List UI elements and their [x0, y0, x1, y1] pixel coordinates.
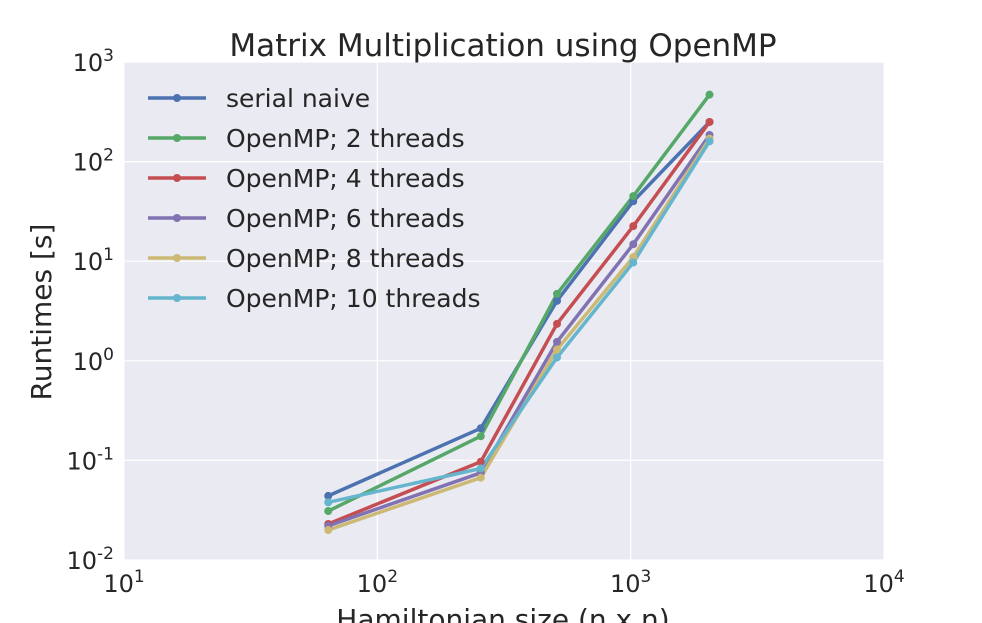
y-tick-label: 103 — [73, 46, 114, 77]
y-tick-label: 10-2 — [67, 544, 115, 575]
x-tick-label: 104 — [863, 567, 904, 598]
y-tick-base: 10 — [73, 248, 104, 276]
data-point — [476, 432, 485, 441]
y-tick-base: 10 — [73, 348, 104, 376]
x-tick-base: 10 — [103, 570, 134, 598]
y-tick-exponent: 3 — [103, 46, 114, 66]
x-tick-exponent: 3 — [641, 567, 652, 587]
x-tick-exponent: 2 — [387, 567, 398, 587]
legend-label: OpenMP; 2 threads — [226, 124, 465, 153]
y-tick-base: 10 — [73, 149, 104, 177]
legend-label: OpenMP; 6 threads — [226, 204, 465, 233]
y-tick-exponent: -2 — [97, 544, 114, 564]
y-tick-base: 10 — [73, 49, 104, 77]
x-tick-exponent: 1 — [134, 567, 145, 587]
data-point — [553, 319, 562, 328]
series-points — [324, 90, 714, 535]
y-tick-label: 101 — [73, 245, 114, 276]
data-point — [553, 353, 562, 362]
data-point — [324, 491, 333, 500]
data-point — [629, 240, 638, 249]
x-tick-base: 10 — [357, 570, 388, 598]
plot-background — [124, 62, 884, 560]
y-tick-label: 102 — [73, 146, 114, 177]
x-tick-labels: 101 102 103 104 — [103, 567, 904, 598]
data-point — [553, 296, 562, 305]
data-point — [629, 192, 638, 201]
data-point — [324, 526, 333, 535]
data-point — [629, 258, 638, 267]
data-point — [476, 473, 485, 482]
legend-label: OpenMP; 8 threads — [226, 244, 465, 273]
data-point — [553, 289, 562, 298]
legend-label: OpenMP; 10 threads — [226, 284, 481, 313]
legend-marker — [173, 174, 181, 182]
x-axis-label: Hamiltonian size (n x n) — [336, 603, 669, 623]
chart-title: Matrix Multiplication using OpenMP — [229, 28, 776, 64]
y-tick-base: 10 — [67, 447, 98, 475]
y-tick-base: 10 — [67, 547, 98, 575]
y-tick-exponent: -1 — [97, 444, 114, 464]
y-tick-label: 10-1 — [67, 444, 115, 475]
data-point — [476, 464, 485, 473]
legend: serial naive OpenMP; 2 threads OpenMP; 4 t… — [148, 84, 481, 313]
grid-lines — [123, 61, 885, 561]
x-tick-label: 103 — [610, 567, 651, 598]
data-point — [705, 90, 714, 99]
data-point — [629, 222, 638, 231]
legend-marker — [173, 254, 181, 262]
legend-marker — [173, 134, 181, 142]
y-tick-exponent: 2 — [103, 146, 114, 166]
legend-marker — [173, 94, 181, 102]
legend-label: serial naive — [226, 84, 370, 113]
data-point — [324, 498, 333, 507]
data-point — [553, 345, 562, 354]
x-tick-base: 10 — [610, 570, 641, 598]
y-tick-exponent: 1 — [103, 245, 114, 265]
x-tick-exponent: 4 — [894, 567, 905, 587]
legend-label: OpenMP; 4 threads — [226, 164, 465, 193]
data-point — [324, 507, 333, 516]
y-tick-label: 100 — [73, 345, 114, 376]
data-point — [705, 137, 714, 146]
data-point — [553, 337, 562, 346]
x-tick-base: 10 — [863, 570, 894, 598]
y-axis-label: Runtimes [s] — [25, 224, 58, 401]
data-point — [476, 424, 485, 433]
x-tick-label: 101 — [103, 567, 144, 598]
legend-marker — [173, 294, 181, 302]
y-tick-exponent: 0 — [103, 345, 114, 365]
data-point — [705, 117, 714, 126]
x-tick-label: 102 — [357, 567, 398, 598]
legend-marker — [173, 214, 181, 222]
data-point — [476, 457, 485, 466]
